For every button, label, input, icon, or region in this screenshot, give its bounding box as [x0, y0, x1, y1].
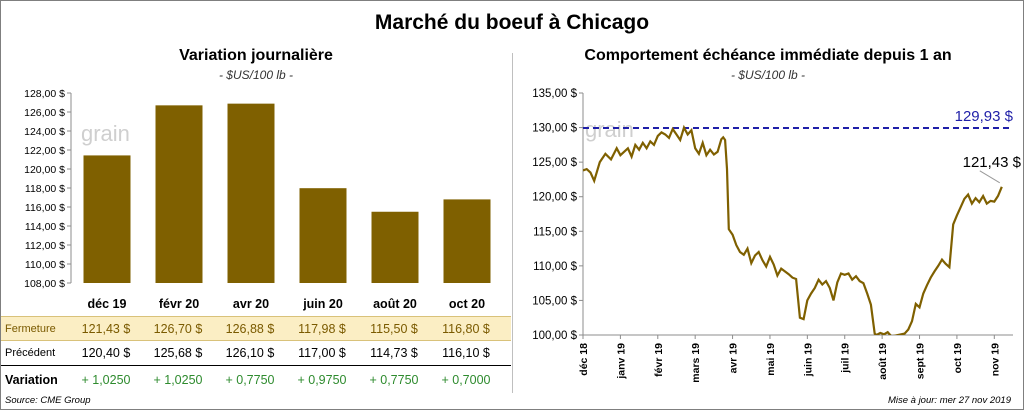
y-tick-label: 105,00 $ [532, 295, 577, 307]
table-cell: + 0,7000 [441, 373, 491, 387]
left-panel-title: Variation journalière [179, 47, 333, 64]
table-cell: 117,98 $ [298, 321, 346, 336]
table-cell: + 1,0250 [81, 373, 131, 387]
last-value-label: 121,43 $ [963, 154, 1022, 171]
x-tick-label: sept 19 [915, 343, 927, 379]
table-cell: 126,70 $ [153, 321, 203, 336]
table-cell: 116,80 $ [442, 321, 490, 336]
source-note: Source: CME Group [5, 395, 91, 406]
table-cell: + 0,9750 [297, 373, 347, 387]
last-label-leader [979, 170, 1001, 184]
panel-divider [512, 53, 513, 393]
y-tick-label: 100,00 $ [532, 330, 577, 342]
table-row-precedent: Précédent 120,40 $ 125,68 $ 126,10 $ 117… [1, 341, 511, 366]
x-tick-label: juin 20 [302, 297, 343, 311]
left-panel-subtitle: - $US/100 lb - [218, 68, 294, 82]
table-cell: + 0,7750 [369, 373, 419, 387]
line-chart: grain 100,00 $ 105,00 $ 110,00 $ 115,00 $ 120… [532, 88, 1022, 383]
table-cell: 114,73 $ [370, 346, 418, 360]
table-row-variation: Variation + 1,0250 + 1,0250 + 0,7750 + 0… [1, 368, 511, 392]
x-tick-label: mai 19 [765, 343, 777, 376]
y-tick-label: 124,00 $ [24, 126, 65, 138]
right-panel-title: Comportement échéance immédiate depuis 1… [584, 47, 952, 64]
table-row-fermeture: Fermeture 121,43 $ 126,70 $ 126,88 $ 117… [1, 316, 511, 341]
x-tick-label: févr 20 [159, 297, 199, 311]
row-label: Précédent [5, 347, 56, 359]
y-tick-label: 128,00 $ [24, 88, 65, 100]
table-cell: 125,68 $ [153, 346, 203, 360]
x-tick-label: févr 19 [653, 343, 665, 377]
table-cell: 126,10 $ [225, 346, 275, 360]
x-tick-label: août 20 [373, 297, 417, 311]
bar-chart: grain 108,00 $ 110,00 $ 112,00 $ 114,00 $ 116… [24, 88, 491, 311]
y-tick-label: 135,00 $ [532, 88, 577, 100]
bar [371, 211, 419, 283]
x-tick-label: janv 19 [615, 343, 627, 380]
bar [443, 199, 491, 283]
x-tick-label: juil 19 [840, 343, 852, 374]
y-tick-label: 125,00 $ [532, 157, 577, 169]
y-tick-label: 108,00 $ [24, 278, 65, 290]
y-tick-label: 120,00 $ [532, 192, 577, 204]
y-tick-label: 122,00 $ [24, 145, 65, 157]
x-tick-label: avr 19 [728, 343, 740, 374]
bar [299, 188, 347, 283]
y-tick-label: 118,00 $ [25, 183, 65, 195]
table-cell: + 0,7750 [225, 373, 275, 387]
update-note: Mise à jour: mer 27 nov 2019 [887, 395, 1011, 406]
x-tick-label: oct 20 [449, 297, 485, 311]
x-tick-label: juin 19 [802, 343, 814, 377]
x-tick-label: déc 18 [578, 343, 590, 376]
bar [227, 103, 275, 283]
table-cell: 116,10 $ [442, 346, 490, 360]
y-tick-label: 115,00 $ [533, 226, 578, 238]
bar [83, 155, 131, 283]
watermark-text: grain [585, 117, 634, 142]
page-title: Marché du boeuf à Chicago [374, 11, 650, 34]
x-tick-label: avr 20 [233, 297, 269, 311]
x-tick-label: déc 19 [88, 297, 127, 311]
bar [155, 105, 203, 283]
reference-label: 129,93 $ [955, 108, 1014, 125]
y-tick-label: 110,00 $ [25, 259, 65, 271]
watermark-text: grain [81, 121, 130, 146]
x-tick-label: mars 19 [690, 343, 702, 383]
x-tick-label: oct 19 [952, 343, 964, 374]
table-cell: 115,50 $ [370, 321, 418, 336]
table-cell: 117,00 $ [298, 346, 346, 360]
table-cell: 126,88 $ [225, 321, 275, 336]
row-label: Fermeture [5, 322, 56, 335]
row-label: Variation [5, 373, 58, 387]
y-tick-label: 126,00 $ [24, 107, 65, 119]
y-tick-label: 120,00 $ [24, 164, 65, 176]
table-cell: 120,40 $ [81, 346, 131, 360]
y-tick-label: 130,00 $ [532, 123, 577, 135]
table-cell: 121,43 $ [81, 321, 131, 336]
x-tick-label: nov 19 [989, 343, 1001, 376]
price-line [583, 124, 1003, 335]
table-cell: + 1,0250 [153, 373, 203, 387]
y-tick-label: 116,00 $ [25, 202, 65, 214]
y-tick-label: 112,00 $ [25, 240, 65, 252]
x-tick-label: août 19 [877, 343, 889, 380]
y-tick-label: 110,00 $ [533, 261, 578, 273]
right-panel-subtitle: - $US/100 lb - [730, 68, 806, 82]
y-tick-label: 114,00 $ [25, 221, 65, 233]
